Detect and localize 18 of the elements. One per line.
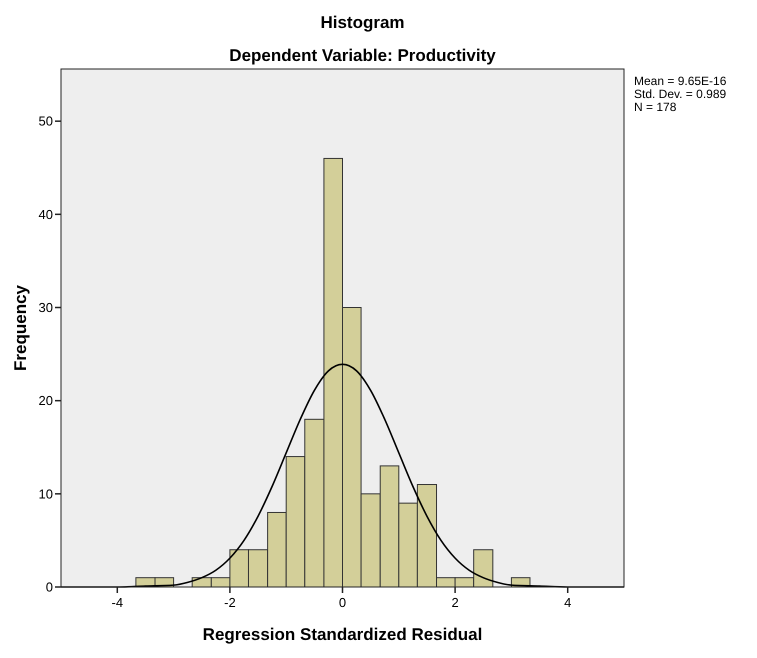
x-tick-label: -4 <box>112 595 124 610</box>
chart-title: Histogram <box>320 13 405 32</box>
y-tick-label: 0 <box>46 580 53 595</box>
y-tick-label: 50 <box>38 114 53 129</box>
text: Std. Dev. = 0.989 <box>634 87 726 101</box>
x-tick-label: 4 <box>564 595 572 610</box>
chart-subtitle: Dependent Variable: Productivity <box>229 46 496 65</box>
x-axis-title: Regression Standardized Residual <box>202 625 482 644</box>
y-tick-label: 30 <box>38 300 53 316</box>
y-tick-label: 40 <box>38 206 53 222</box>
x-tick-label: 0 <box>338 595 346 610</box>
text: N = 178 <box>634 100 677 114</box>
y-tick-label: 20 <box>38 393 53 408</box>
y-tick-label: 10 <box>38 486 53 502</box>
x-tick-label: 2 <box>451 595 459 610</box>
x-tick-label: -2 <box>224 595 236 610</box>
text: Mean = 9.65E-16 <box>634 74 727 88</box>
y-axis-title: Frequency <box>11 284 30 371</box>
